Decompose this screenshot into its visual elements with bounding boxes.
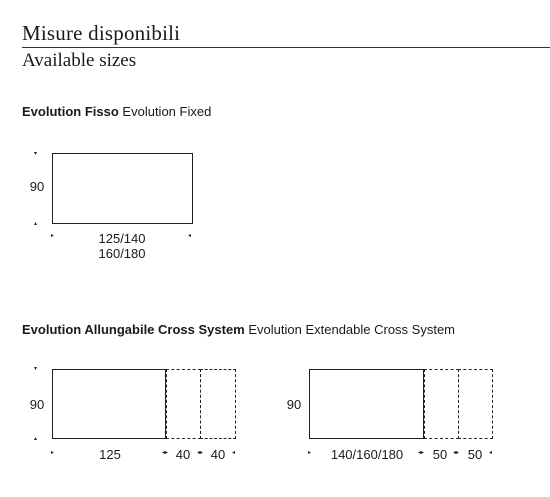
section-fixed-name-en: Evolution Fixed [122,104,212,119]
width-arrow-divider-icon: ◂▸ [162,450,169,456]
ext-a-extension-1-outline [166,369,201,439]
ext-a-extension-2-outline [200,369,236,439]
ext-b-extension-1-label: 50 [432,447,448,462]
ext-b-height-label: 90 [286,397,302,412]
height-arrow-top-icon: ▾ [34,366,38,372]
section-fixed-name-it: Evolution Fisso [22,104,119,119]
width-arrow-right-icon: ◂ [188,233,192,239]
ext-b-table-outline [309,369,424,439]
page-title: Misure disponibili [22,21,181,45]
ext-a-extension-2-label: 40 [210,447,226,462]
ext-a-extension-1-label: 40 [175,447,191,462]
ext-b-extension-2-outline [458,369,493,439]
width-arrow-left-icon: ▸ [51,233,55,239]
ext-a-height-label: 90 [29,397,45,412]
fixed-height-label: 90 [29,179,45,194]
height-arrow-bottom-icon: ▴ [34,221,38,227]
width-arrow-divider-icon: ◂▸ [453,450,460,456]
height-arrow-top-icon: ▾ [34,151,38,157]
section-extendable-heading: Evolution Allungabile Cross System Evolu… [22,322,455,338]
section-extendable-name-en: Evolution Extendable Cross System [248,322,456,337]
ext-a-table-outline [52,369,166,439]
section-fixed-heading: Evolution Fisso Evolution Fixed [22,104,211,120]
fixed-width-label-2: 160/180 [98,246,146,261]
fixed-table-outline [52,153,193,224]
ext-b-extension-2-label: 50 [467,447,483,462]
ext-a-width-label: 125 [99,447,121,462]
page-subtitle: Available sizes [22,50,137,71]
width-arrow-left-icon: ▸ [308,450,312,456]
width-arrow-divider-icon: ◂▸ [418,450,425,456]
ext-b-width-label: 140/160/180 [330,447,404,462]
fixed-width-label-1: 125/140 [98,231,146,246]
width-arrow-divider-icon: ◂▸ [197,450,204,456]
ext-b-extension-1-outline [424,369,459,439]
width-arrow-right-icon: ◂ [489,450,493,456]
height-arrow-bottom-icon: ▴ [34,436,38,442]
section-extendable-name-it: Evolution Allungabile Cross System [22,322,245,337]
width-arrow-left-icon: ▸ [51,450,55,456]
width-arrow-right-icon: ◂ [232,450,236,456]
title-divider [22,47,550,48]
